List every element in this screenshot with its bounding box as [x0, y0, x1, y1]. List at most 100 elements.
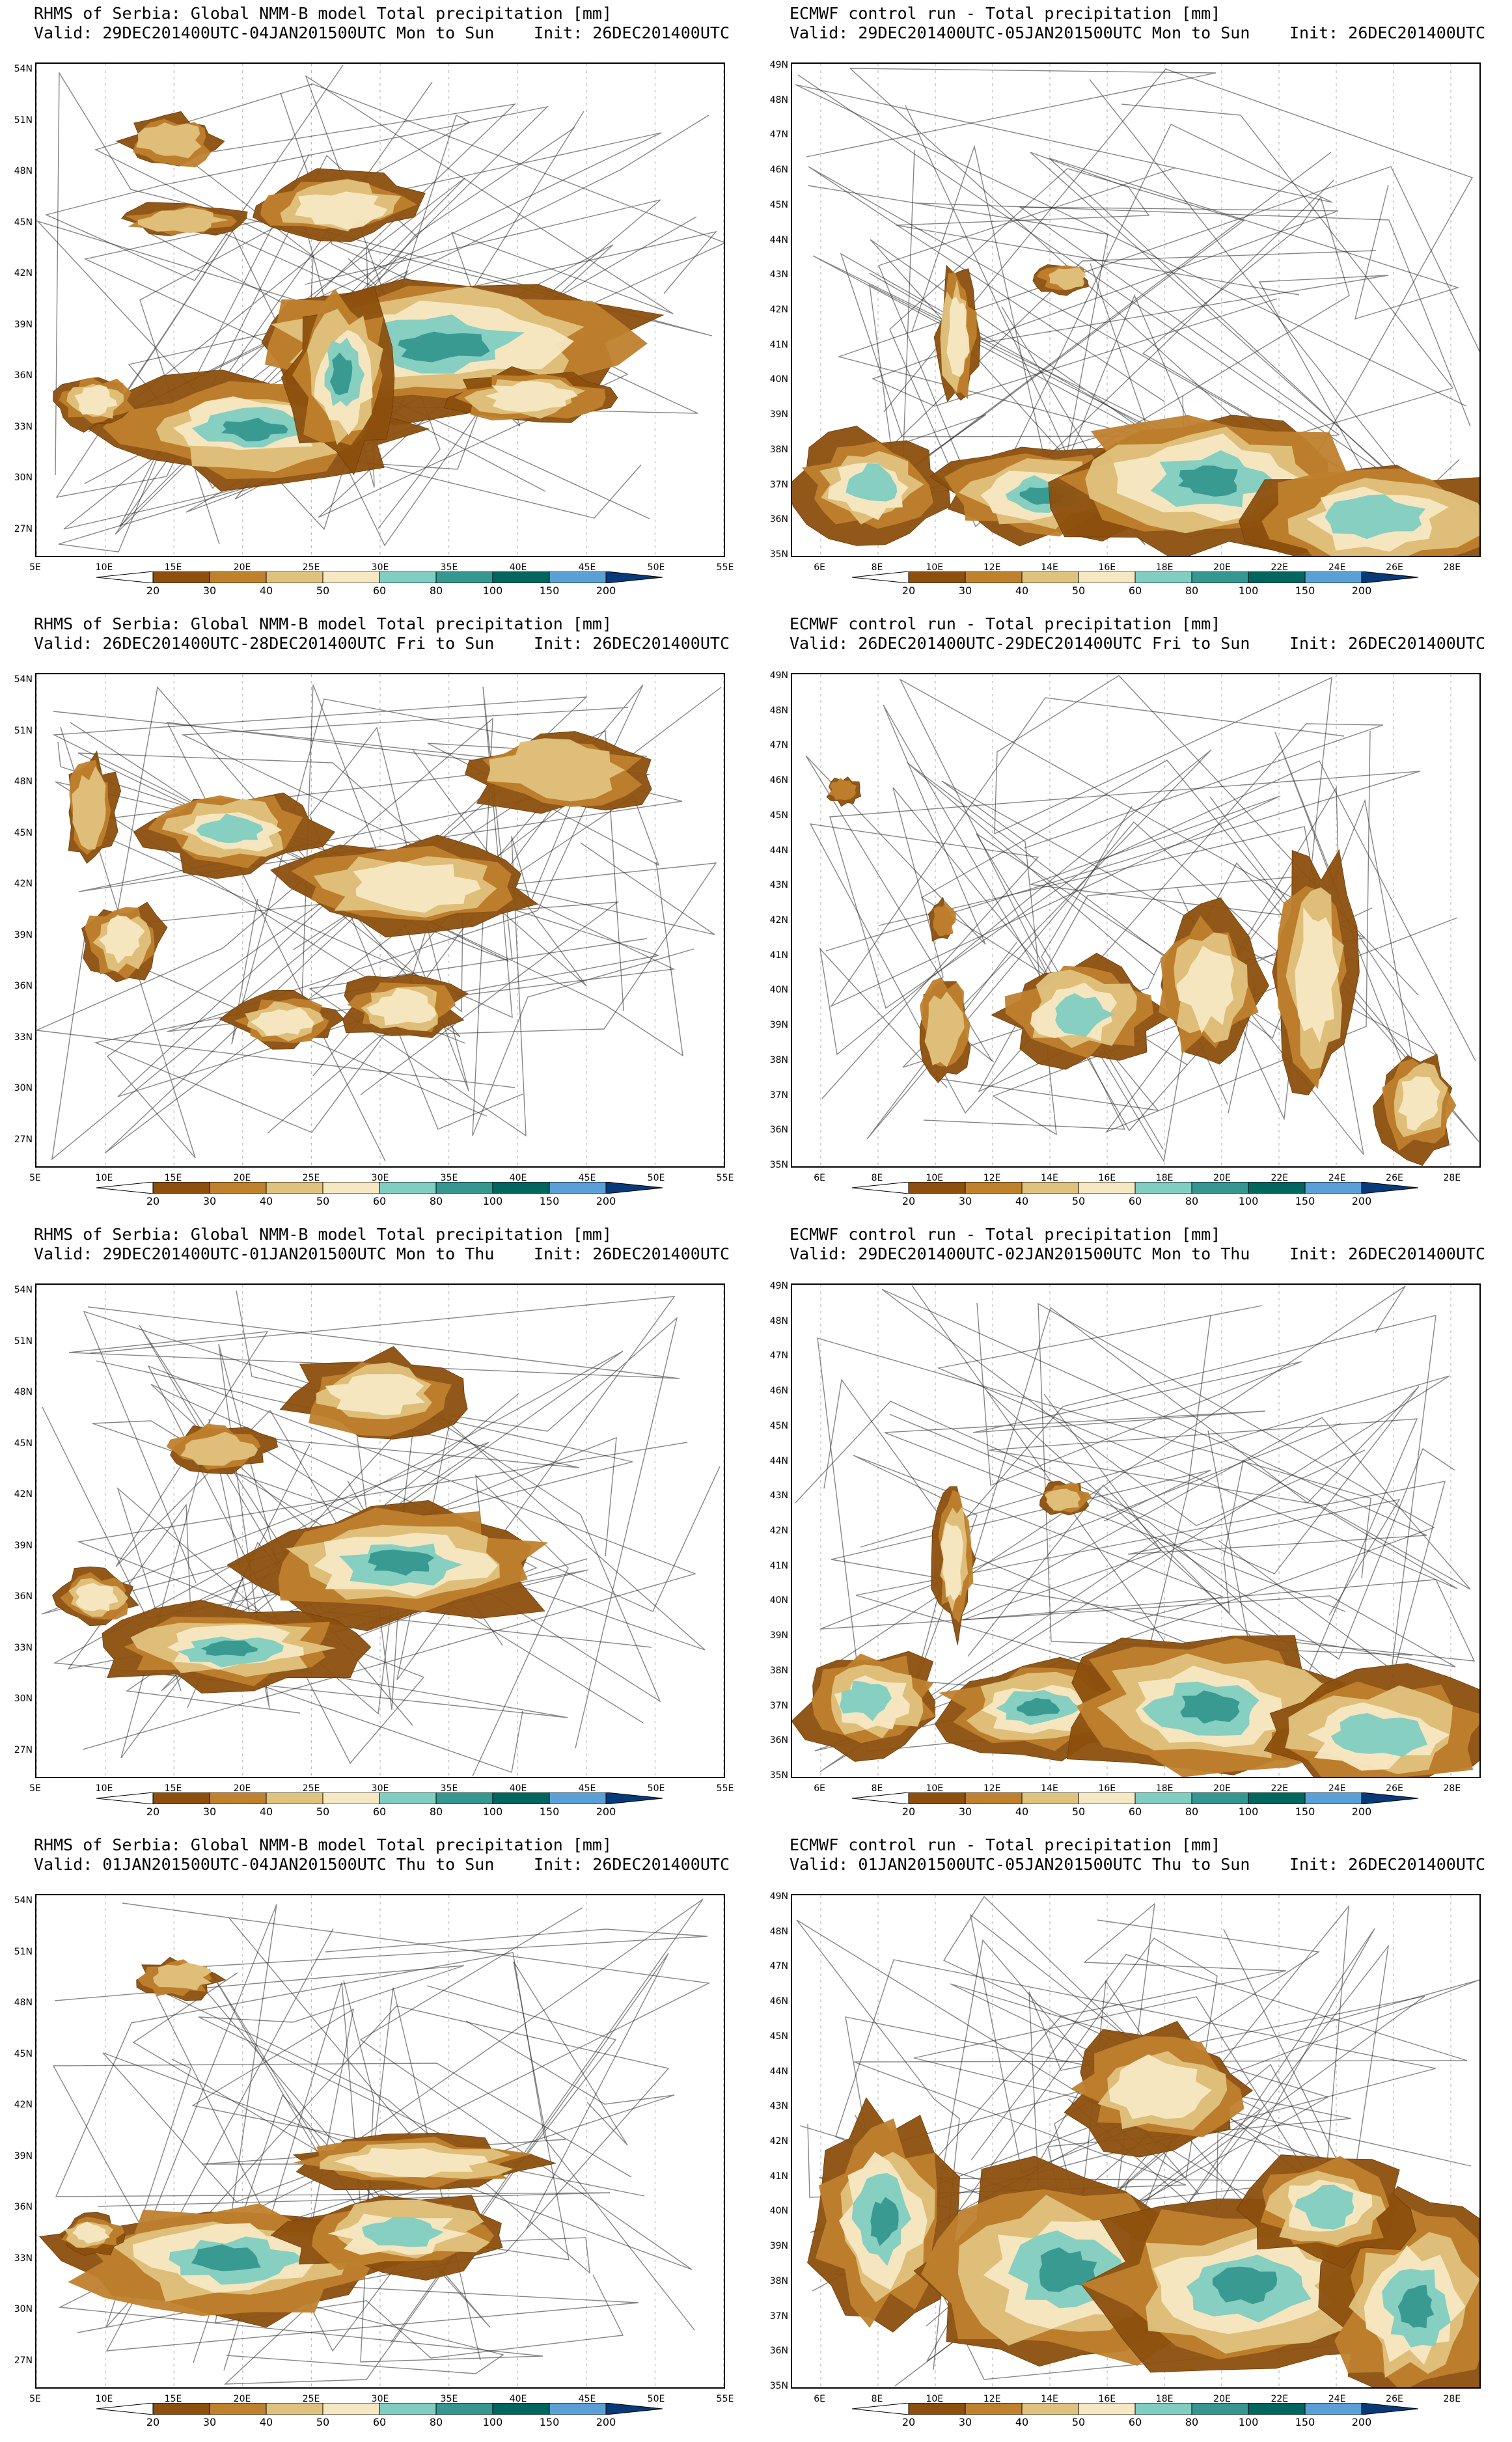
precip-contour	[1397, 2284, 1435, 2329]
precipitation-map	[791, 673, 1481, 1168]
panel-valid-period: Valid: 29DEC201400UTC-04JAN201500UTC Mon…	[34, 23, 495, 42]
colorbar-segment	[266, 1792, 323, 1804]
longitude-tick-label: 18E	[1155, 1783, 1174, 1794]
latitude-tick-label: 35N	[769, 549, 788, 560]
precip-contour	[1295, 907, 1340, 1043]
latitude-tick-label: 44N	[769, 234, 788, 245]
longitude-tick-label: 8E	[871, 1173, 883, 1183]
latitude-tick-label: 48N	[769, 94, 788, 105]
colorbar-label: 30	[202, 1805, 217, 1818]
colorbar-label: 50	[316, 584, 330, 597]
colorbar-segment	[209, 1182, 267, 1194]
panel-init-time: Init: 26DEC201400UTC	[533, 23, 730, 42]
precip-contour	[398, 331, 490, 363]
latitude-tick-label: 51N	[14, 115, 33, 126]
panel-title: ECMWF control run - Total precipitation …	[790, 1835, 1221, 1854]
latitude-tick-label: 40N	[769, 374, 788, 385]
longitude-tick-label: 10E	[95, 1173, 113, 1183]
colorbar-label: 100	[482, 2416, 503, 2428]
latitude-tick-label: 30N	[14, 2304, 33, 2314]
colorbar-label: 100	[1238, 584, 1259, 597]
latitude-tick-label: 38N	[769, 2275, 788, 2286]
colorbar-segment	[152, 571, 210, 583]
precip-contour	[924, 991, 965, 1067]
colorbar-label: 40	[259, 1805, 273, 1818]
colorbar-label: 60	[372, 584, 387, 597]
longitude-tick-label: 35E	[440, 2394, 458, 2404]
panel-valid-period: Valid: 29DEC201400UTC-01JAN201500UTC Mon…	[34, 1244, 495, 1263]
colorbar-segment	[1078, 1182, 1136, 1194]
latitude-tick-label: 47N	[769, 740, 788, 751]
longitude-tick-label: 12E	[983, 1173, 1001, 1183]
latitude-tick-label: 51N	[14, 725, 33, 736]
colorbar-above-arrow	[605, 571, 663, 583]
longitude-tick-label: 26E	[1386, 2394, 1403, 2404]
colorbar-segment	[1021, 1182, 1079, 1194]
latitude-tick-label: 30N	[14, 473, 33, 483]
precipitation-shading	[807, 2021, 1479, 2387]
panel-title: ECMWF control run - Total precipitation …	[790, 4, 1221, 23]
latitude-tick-label: 40N	[769, 2206, 788, 2217]
colorbar-segment	[1248, 1792, 1306, 1804]
colorbar-label: 150	[1295, 2416, 1315, 2428]
longitude-tick-label: 22E	[1271, 1783, 1289, 1794]
precipitation-shading	[792, 264, 1479, 556]
longitude-tick-label: 24E	[1328, 562, 1346, 573]
colorbar-segment	[209, 571, 267, 583]
latitude-tick-label: 44N	[769, 2066, 788, 2077]
latitude-tick-label: 37N	[769, 1090, 788, 1101]
panel-valid-period: Valid: 01JAN201500UTC-05JAN201500UTC Thu…	[790, 1855, 1250, 1874]
latitude-tick-label: 41N	[769, 339, 788, 350]
longitude-tick-label: 5E	[29, 2394, 41, 2404]
latitude-tick-label: 36N	[769, 1125, 788, 1136]
latitude-tick-label: 37N	[769, 479, 788, 490]
panel-title: RHMS of Serbia: Global NMM-B model Total…	[34, 4, 612, 23]
colorbar-segment	[435, 1182, 493, 1194]
colorbar	[96, 1182, 663, 1194]
latitude-tick-label: 36N	[769, 514, 788, 525]
latitude-tick-label: 54N	[14, 1895, 33, 1906]
longitude-tick-label: 45E	[578, 2394, 596, 2404]
colorbar-segment	[1191, 1182, 1249, 1194]
colorbar-label: 20	[146, 584, 160, 597]
longitude-tick-label: 30E	[371, 1173, 389, 1183]
longitude-tick-label: 8E	[871, 562, 883, 573]
latitude-tick-label: 47N	[769, 1961, 788, 1972]
precip-contour	[366, 988, 437, 1026]
precipitation-shading	[52, 1346, 549, 1694]
colorbar-segment	[1078, 2403, 1136, 2415]
latitude-tick-label: 39N	[769, 1630, 788, 1641]
precip-contour	[250, 1008, 314, 1036]
colorbar-label: 40	[1015, 2416, 1029, 2428]
latitude-tick-label: 45N	[14, 217, 33, 228]
latitude-tick-label: 42N	[769, 1526, 788, 1536]
longitude-tick-label: 20E	[1213, 1173, 1231, 1183]
latitude-tick-label: 35N	[769, 1160, 788, 1170]
colorbar-label: 20	[901, 2416, 916, 2428]
colorbar-label: 40	[1015, 1195, 1029, 1207]
latitude-tick-label: 45N	[769, 2031, 788, 2042]
colorbar-segment	[322, 1792, 380, 1804]
colorbar-segment	[435, 2403, 493, 2415]
colorbar-label: 80	[429, 584, 443, 597]
longitude-tick-label: 12E	[983, 2394, 1001, 2404]
longitude-tick-label: 20E	[233, 1783, 251, 1794]
longitude-tick-label: 16E	[1098, 1173, 1116, 1183]
colorbar-below-arrow	[96, 2403, 154, 2415]
precip-contour	[870, 2197, 899, 2247]
precip-contour	[221, 417, 288, 442]
latitude-tick-label: 39N	[769, 1020, 788, 1031]
longitude-tick-label: 10E	[926, 1173, 944, 1183]
precip-contour	[196, 814, 264, 844]
colorbar-label: 200	[596, 1195, 616, 1207]
colorbar	[96, 571, 663, 583]
longitude-tick-label: 25E	[302, 1783, 320, 1794]
panel-title: RHMS of Serbia: Global NMM-B model Total…	[34, 614, 612, 633]
precip-contour	[845, 463, 898, 502]
longitude-tick-label: 12E	[983, 1783, 1001, 1794]
ecmwf-panel-4: ECMWF control run - Total precipitation …	[756, 1832, 1511, 2442]
latitude-tick-label: 30N	[14, 1694, 33, 1704]
longitude-tick-label: 20E	[233, 562, 251, 573]
precip-contour	[1176, 946, 1234, 1034]
